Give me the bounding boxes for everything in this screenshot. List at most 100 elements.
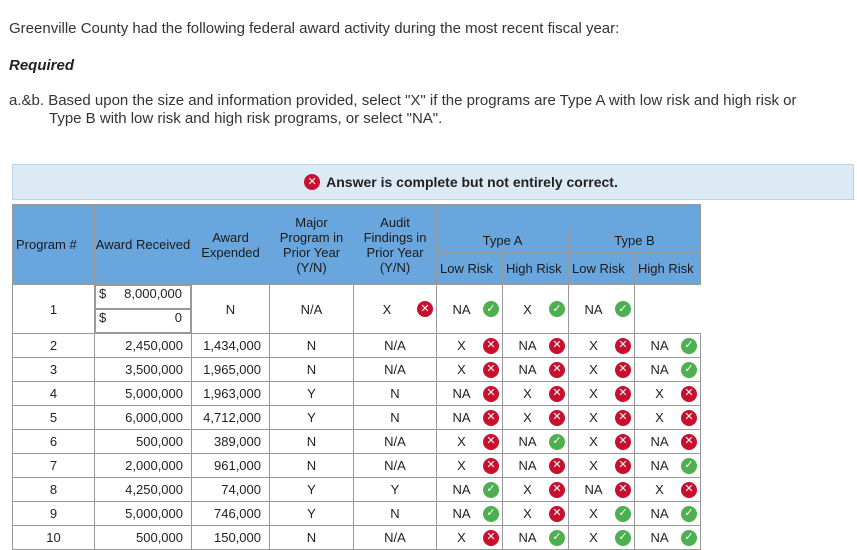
type-a-high-risk-answer[interactable]: X ✕ (506, 505, 565, 522)
type-b-low-risk-value[interactable]: X (589, 434, 598, 449)
type-a-high-risk-select[interactable]: NA ✓ (502, 429, 569, 454)
type-b-high-risk-value[interactable]: X (655, 482, 664, 497)
type-a-high-risk-select[interactable]: NA ✓ (502, 525, 569, 550)
type-b-low-risk-value[interactable]: X (589, 530, 598, 545)
type-b-high-risk-value[interactable]: NA (584, 301, 603, 317)
type-b-high-risk-select[interactable]: X ✕ (634, 381, 701, 406)
type-a-high-risk-value[interactable]: X (523, 482, 532, 497)
type-b-high-risk-answer[interactable]: NA ✓ (638, 337, 697, 354)
type-a-high-risk-value[interactable]: NA (518, 434, 537, 449)
type-a-low-risk-value[interactable]: NA (452, 506, 471, 521)
type-a-low-risk-select[interactable]: NA ✕ (436, 381, 503, 406)
type-b-low-risk-answer[interactable]: X ✕ (572, 337, 631, 354)
type-b-low-risk-select[interactable]: X ✕ (568, 429, 635, 454)
type-b-low-risk-select[interactable]: NA ✕ (568, 477, 635, 502)
type-b-low-risk-value[interactable]: X (589, 386, 598, 401)
type-b-high-risk-select[interactable]: NA ✓ (634, 333, 701, 358)
type-b-low-risk-select[interactable]: X ✓ (568, 501, 635, 526)
type-a-low-risk-answer[interactable]: X ✕ (440, 529, 499, 546)
type-a-high-risk-select[interactable]: NA ✕ (502, 453, 569, 478)
type-a-low-risk-select[interactable]: X ✕ (436, 453, 503, 478)
type-a-low-risk-value[interactable]: X (457, 458, 466, 473)
type-a-low-risk-select[interactable]: NA ✕ (436, 405, 503, 430)
type-a-high-risk-answer[interactable]: NA ✕ (506, 361, 565, 378)
type-b-low-risk-answer[interactable]: NA ✕ (572, 481, 631, 498)
type-a-high-risk-value[interactable]: NA (518, 530, 537, 545)
type-b-high-risk-select[interactable]: NA ✓ (634, 501, 701, 526)
type-b-high-risk-answer[interactable]: NA ✓ (638, 457, 697, 474)
type-a-high-risk-answer[interactable]: X ✕ (506, 409, 565, 426)
type-b-low-risk-select[interactable]: X ✕ (568, 357, 635, 382)
type-a-high-risk-answer[interactable]: NA ✓ (506, 433, 565, 450)
type-a-high-risk-value[interactable]: X (523, 386, 532, 401)
type-b-high-risk-answer[interactable]: NA ✓ (638, 505, 697, 522)
type-a-high-risk-answer[interactable]: X ✕ (506, 481, 565, 498)
type-b-low-risk-value[interactable]: X (589, 410, 598, 425)
type-b-high-risk-value[interactable]: NA (650, 338, 669, 353)
type-a-high-risk-value[interactable]: NA (518, 362, 537, 377)
type-a-high-risk-answer[interactable]: NA ✕ (506, 337, 565, 354)
type-b-low-risk-answer[interactable]: X ✓ (506, 301, 565, 317)
type-a-low-risk-answer[interactable]: NA ✓ (440, 505, 499, 522)
type-b-high-risk-answer[interactable]: X ✕ (638, 385, 697, 402)
type-a-low-risk-value[interactable]: X (457, 434, 466, 449)
type-b-low-risk-value[interactable]: X (589, 506, 598, 521)
type-b-high-risk-answer[interactable]: NA ✓ (572, 301, 631, 317)
type-a-high-risk-select[interactable]: NA ✓ (436, 284, 503, 334)
type-b-low-risk-answer[interactable]: X ✕ (572, 433, 631, 450)
type-a-low-risk-answer[interactable]: X ✕ (440, 361, 499, 378)
type-b-low-risk-select[interactable]: X ✕ (568, 333, 635, 358)
type-b-high-risk-select[interactable]: X ✕ (634, 477, 701, 502)
type-a-high-risk-value[interactable]: NA (518, 338, 537, 353)
type-a-high-risk-value[interactable]: X (523, 410, 532, 425)
type-b-low-risk-answer[interactable]: X ✓ (572, 529, 631, 546)
type-b-low-risk-select[interactable]: X ✕ (568, 405, 635, 430)
type-a-high-risk-select[interactable]: X ✕ (502, 405, 569, 430)
type-a-low-risk-value[interactable]: X (457, 362, 466, 377)
type-a-low-risk-value[interactable]: X (457, 338, 466, 353)
type-a-low-risk-select[interactable]: NA ✓ (436, 477, 503, 502)
type-a-high-risk-answer[interactable]: X ✕ (506, 385, 565, 402)
type-b-low-risk-answer[interactable]: X ✓ (572, 505, 631, 522)
type-a-low-risk-answer[interactable]: NA ✕ (440, 385, 499, 402)
type-b-high-risk-answer[interactable]: X ✕ (638, 409, 697, 426)
type-b-high-risk-answer[interactable]: X ✕ (638, 481, 697, 498)
type-b-high-risk-select[interactable]: X ✕ (634, 405, 701, 430)
type-b-low-risk-value[interactable]: X (523, 301, 532, 317)
type-b-high-risk-value[interactable]: X (655, 386, 664, 401)
type-b-high-risk-select[interactable]: NA ✓ (634, 453, 701, 478)
type-b-high-risk-select[interactable]: NA ✓ (634, 525, 701, 550)
type-b-high-risk-value[interactable]: NA (650, 434, 669, 449)
type-b-low-risk-value[interactable]: NA (584, 482, 603, 497)
type-a-high-risk-answer[interactable]: NA ✓ (506, 529, 565, 546)
type-b-low-risk-select[interactable]: X ✕ (568, 381, 635, 406)
type-a-high-risk-answer[interactable]: NA ✕ (506, 457, 565, 474)
type-a-high-risk-value[interactable]: X (523, 506, 532, 521)
type-b-high-risk-value[interactable]: X (655, 410, 664, 425)
type-b-high-risk-value[interactable]: NA (650, 530, 669, 545)
type-b-high-risk-answer[interactable]: NA ✕ (638, 433, 697, 450)
type-a-low-risk-value[interactable]: NA (452, 386, 471, 401)
type-a-low-risk-answer[interactable]: X ✕ (440, 433, 499, 450)
type-b-high-risk-answer[interactable]: NA ✓ (638, 361, 697, 378)
type-b-low-risk-answer[interactable]: X ✕ (572, 385, 631, 402)
type-a-low-risk-value[interactable]: X (382, 301, 392, 317)
type-a-low-risk-answer[interactable]: NA ✕ (440, 409, 499, 426)
type-a-high-risk-select[interactable]: X ✕ (502, 477, 569, 502)
type-b-low-risk-answer[interactable]: X ✕ (572, 457, 631, 474)
type-a-low-risk-answer[interactable]: X ✕ (440, 457, 499, 474)
type-b-low-risk-value[interactable]: X (589, 338, 598, 353)
type-a-high-risk-select[interactable]: NA ✕ (502, 357, 569, 382)
type-a-low-risk-value[interactable]: NA (452, 482, 471, 497)
type-a-high-risk-select[interactable]: X ✕ (502, 501, 569, 526)
type-b-high-risk-value[interactable]: NA (650, 506, 669, 521)
type-a-low-risk-select[interactable]: X ✕ (353, 284, 437, 334)
type-a-low-risk-select[interactable]: X ✕ (436, 333, 503, 358)
type-a-high-risk-answer[interactable]: NA ✓ (440, 301, 499, 317)
type-a-low-risk-answer[interactable]: X ✕ (440, 337, 499, 354)
type-a-low-risk-select[interactable]: X ✕ (436, 429, 503, 454)
type-a-low-risk-answer[interactable]: NA ✓ (440, 481, 499, 498)
type-b-high-risk-select[interactable]: NA ✓ (634, 357, 701, 382)
type-a-high-risk-select[interactable]: NA ✕ (502, 333, 569, 358)
type-a-low-risk-value[interactable]: NA (452, 410, 471, 425)
